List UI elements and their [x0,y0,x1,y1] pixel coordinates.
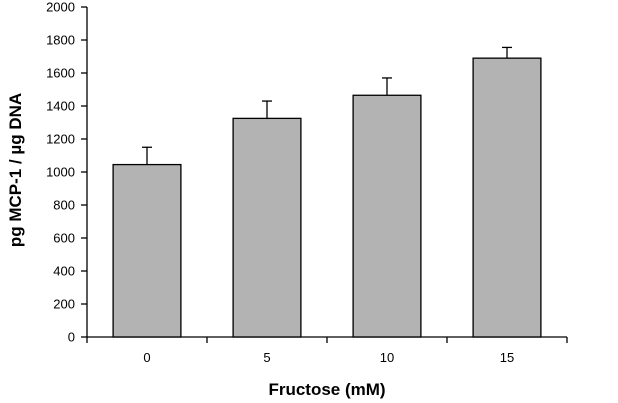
bar-5 [232,117,302,338]
bar-0 [112,163,182,338]
y-tick-label: 200 [53,297,75,312]
y-tick-label: 600 [53,231,75,246]
x-axis-title: Fructose (mM) [268,380,385,399]
y-tick-label: 400 [53,264,75,279]
y-tick-label: 1200 [46,132,75,147]
y-tick-label: 1400 [46,99,75,114]
bar-10 [352,94,422,338]
y-tick-label: 0 [68,330,75,345]
x-tick-label: 15 [500,350,514,365]
y-axis-title: pg MCP-1 / µg DNA [6,93,25,247]
x-tick-label: 5 [263,350,270,365]
bars [112,57,542,338]
y-tick-label: 2000 [46,0,75,15]
x-tick-label: 0 [143,350,150,365]
error-bars [142,46,512,165]
y-tick-label: 1800 [46,33,75,48]
y-tick-label: 1000 [46,165,75,180]
y-tick-label: 800 [53,198,75,213]
y-axis: 0 200 400 600 800 1000 1200 1400 1600 1800 2000 [46,0,88,345]
x-axis: 0 5 10 15 [86,336,568,365]
y-tick-label: 1600 [46,66,75,81]
bar-15 [472,57,542,338]
x-tick-label: 10 [380,350,394,365]
